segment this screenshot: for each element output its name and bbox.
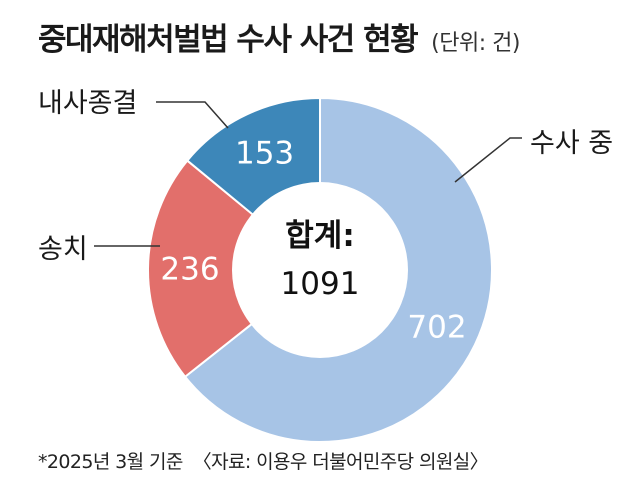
value-label-1: 236 bbox=[160, 252, 219, 288]
source-text: 〈자료: 이용우 더불어민주당 의원실〉 bbox=[192, 451, 489, 473]
leader-line-2 bbox=[156, 101, 229, 129]
category-label-1: 송치 bbox=[38, 234, 88, 265]
value-label-2: 153 bbox=[235, 135, 294, 171]
leaders-group bbox=[94, 101, 522, 247]
leader-line-0 bbox=[454, 137, 522, 183]
center-label: 합계: bbox=[285, 218, 354, 254]
category-label-0: 수사 중 bbox=[530, 128, 613, 159]
labels-group: 702 수사 중 236 송치 153 내사종결 bbox=[38, 88, 613, 346]
note-text: *2025년 3월 기준 bbox=[38, 451, 183, 473]
value-label-0: 702 bbox=[407, 310, 466, 346]
category-label-2: 내사종결 bbox=[38, 88, 137, 119]
unit-label: (단위: 건) bbox=[431, 31, 520, 56]
footnote: *2025년 3월 기준 〈자료: 이용우 더불어민주당 의원실〉 bbox=[38, 447, 489, 474]
title-row: 중대재해처벌법 수사 사건 현황 (단위: 건) bbox=[38, 14, 520, 59]
center-value: 1091 bbox=[281, 266, 360, 302]
donut-hole bbox=[232, 182, 408, 358]
chart-title: 중대재해처벌법 수사 사건 현황 bbox=[38, 22, 419, 58]
